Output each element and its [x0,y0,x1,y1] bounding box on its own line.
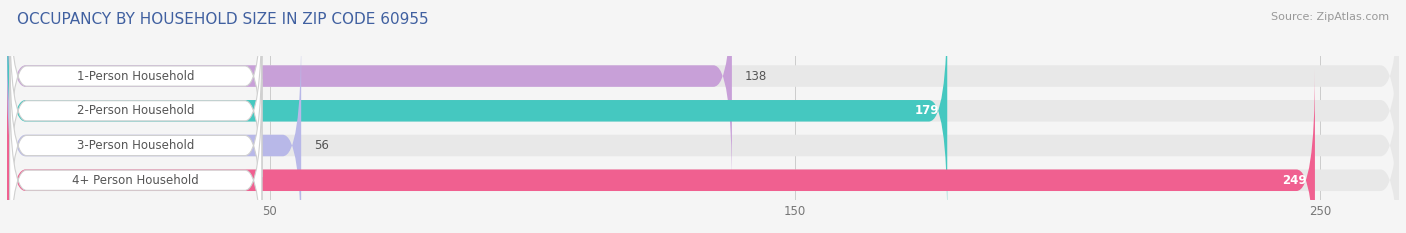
FancyBboxPatch shape [7,0,1399,187]
FancyBboxPatch shape [7,35,301,233]
FancyBboxPatch shape [7,0,733,187]
Text: 179: 179 [915,104,939,117]
FancyBboxPatch shape [7,69,1399,233]
FancyBboxPatch shape [10,0,262,177]
FancyBboxPatch shape [10,10,262,212]
FancyBboxPatch shape [10,45,262,233]
Text: 4+ Person Household: 4+ Person Household [72,174,200,187]
Text: 1-Person Household: 1-Person Household [77,70,194,82]
Text: 56: 56 [315,139,329,152]
Text: 3-Person Household: 3-Person Household [77,139,194,152]
FancyBboxPatch shape [10,79,262,233]
Text: Source: ZipAtlas.com: Source: ZipAtlas.com [1271,12,1389,22]
Text: 249: 249 [1282,174,1308,187]
FancyBboxPatch shape [7,35,1399,233]
Text: 2-Person Household: 2-Person Household [77,104,194,117]
FancyBboxPatch shape [7,69,1315,233]
Text: OCCUPANCY BY HOUSEHOLD SIZE IN ZIP CODE 60955: OCCUPANCY BY HOUSEHOLD SIZE IN ZIP CODE … [17,12,429,27]
Text: 138: 138 [745,70,768,82]
FancyBboxPatch shape [7,0,948,222]
FancyBboxPatch shape [7,0,1399,222]
